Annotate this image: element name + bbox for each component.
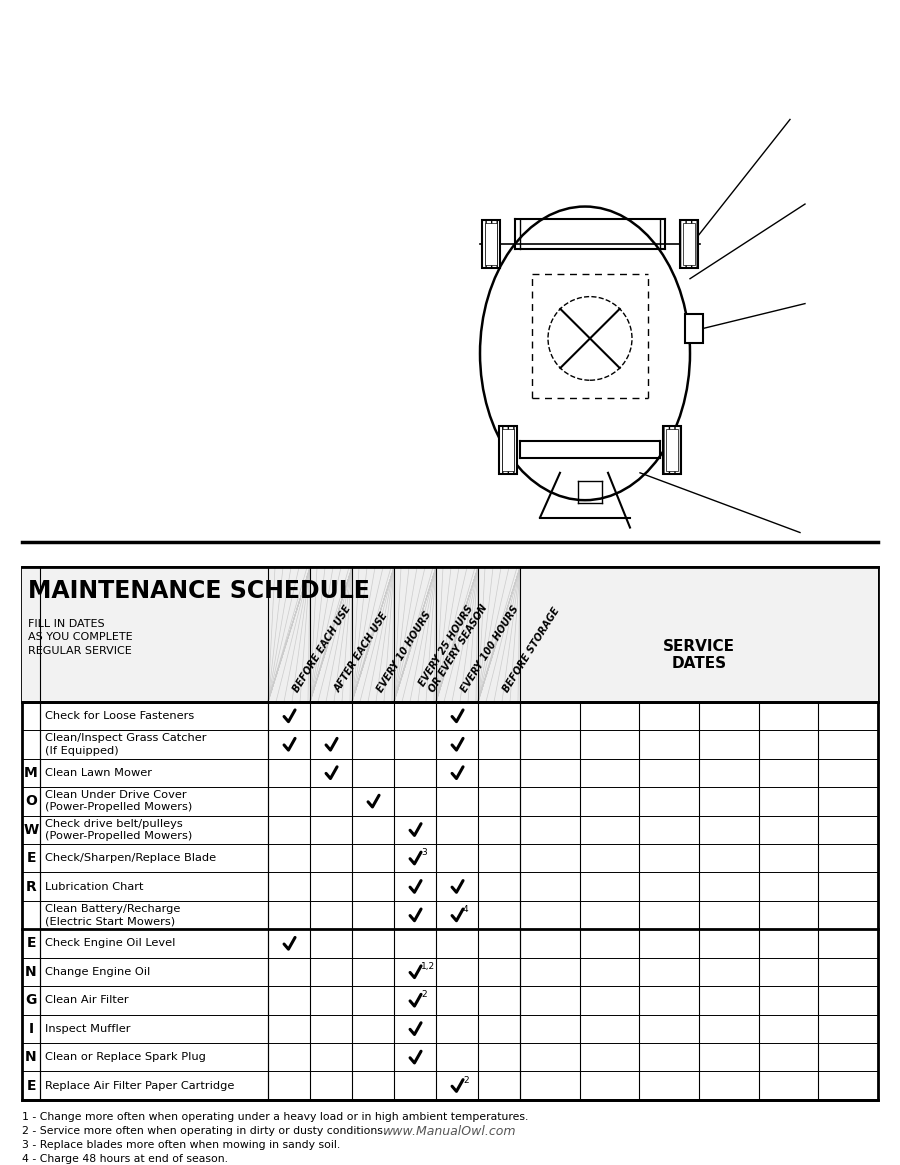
Text: Clean Air Filter: Clean Air Filter xyxy=(45,995,129,1005)
Text: Lubrication Chart: Lubrication Chart xyxy=(45,882,143,891)
Text: Check for Loose Fasteners: Check for Loose Fasteners xyxy=(45,711,194,721)
Text: Clean Lawn Mower: Clean Lawn Mower xyxy=(45,768,152,778)
Text: 4 - Charge 48 hours at end of season.: 4 - Charge 48 hours at end of season. xyxy=(22,1153,228,1164)
Text: Check drive belt/pulleys
(Power-Propelled Mowers): Check drive belt/pulleys (Power-Propelle… xyxy=(45,819,193,841)
Text: 3: 3 xyxy=(421,848,427,857)
Text: I: I xyxy=(29,1022,33,1036)
Text: Clean or Replace Spark Plug: Clean or Replace Spark Plug xyxy=(45,1052,206,1062)
Text: SERVICE
DATES: SERVICE DATES xyxy=(663,638,735,671)
Text: E: E xyxy=(26,937,36,951)
Text: EVERY 100 HOURS: EVERY 100 HOURS xyxy=(459,603,520,694)
Polygon shape xyxy=(436,567,478,701)
Text: Clean Battery/Recharge
(Electric Start Mowers): Clean Battery/Recharge (Electric Start M… xyxy=(45,904,180,926)
Polygon shape xyxy=(478,567,520,701)
Bar xyxy=(663,426,681,474)
Bar xyxy=(485,223,497,264)
Polygon shape xyxy=(310,567,352,701)
Bar xyxy=(685,313,703,344)
Bar xyxy=(482,220,500,268)
Text: BEFORE STORAGE: BEFORE STORAGE xyxy=(501,606,562,694)
Text: 2: 2 xyxy=(463,1075,469,1085)
Text: O: O xyxy=(25,795,37,809)
Text: BEFORE EACH USE: BEFORE EACH USE xyxy=(291,603,353,694)
Text: 4: 4 xyxy=(463,905,469,915)
Text: Replace Air Filter Paper Cartridge: Replace Air Filter Paper Cartridge xyxy=(45,1081,234,1090)
Text: E: E xyxy=(26,1079,36,1093)
Bar xyxy=(666,429,678,471)
Text: N: N xyxy=(25,1050,37,1065)
Text: 1 - Change more often when operating under a heavy load or in high ambient tempe: 1 - Change more often when operating und… xyxy=(22,1111,528,1122)
Text: 2 - Service more often when operating in dirty or dusty conditions.: 2 - Service more often when operating in… xyxy=(22,1125,386,1136)
Text: FILL IN DATES
AS YOU COMPLETE
REGULAR SERVICE: FILL IN DATES AS YOU COMPLETE REGULAR SE… xyxy=(28,619,132,656)
Text: R: R xyxy=(25,880,36,894)
Bar xyxy=(502,429,514,471)
Bar xyxy=(22,567,878,1100)
Text: 1,2: 1,2 xyxy=(421,962,436,970)
Text: M: M xyxy=(24,765,38,779)
Text: www.ManualOwl.com: www.ManualOwl.com xyxy=(383,1125,517,1138)
Bar xyxy=(680,220,698,268)
Text: 3 - Replace blades more often when mowing in sandy soil.: 3 - Replace blades more often when mowin… xyxy=(22,1139,340,1150)
Text: Clean/Inspect Grass Catcher
(If Equipped): Clean/Inspect Grass Catcher (If Equipped… xyxy=(45,733,206,756)
Text: AFTER EACH USE: AFTER EACH USE xyxy=(333,610,391,694)
Text: EVERY 10 HOURS: EVERY 10 HOURS xyxy=(375,609,433,694)
Ellipse shape xyxy=(480,206,690,500)
Text: N: N xyxy=(25,965,37,979)
Polygon shape xyxy=(268,567,310,701)
Text: E: E xyxy=(26,852,36,866)
Bar xyxy=(499,426,517,474)
Polygon shape xyxy=(394,567,436,701)
Text: W: W xyxy=(23,822,39,836)
Text: EVERY 25 HOURS
OR EVERY SEASON: EVERY 25 HOURS OR EVERY SEASON xyxy=(417,596,489,694)
Text: 2: 2 xyxy=(421,990,427,1000)
Text: Inspect Muffler: Inspect Muffler xyxy=(45,1024,130,1033)
Text: Check/Sharpen/Replace Blade: Check/Sharpen/Replace Blade xyxy=(45,853,216,863)
Text: MAINTENANCE SCHEDULE: MAINTENANCE SCHEDULE xyxy=(28,579,370,603)
Text: G: G xyxy=(25,994,37,1008)
Bar xyxy=(22,567,878,701)
Polygon shape xyxy=(352,567,394,701)
Text: Clean Under Drive Cover
(Power-Propelled Mowers): Clean Under Drive Cover (Power-Propelled… xyxy=(45,790,193,812)
Text: Change Engine Oil: Change Engine Oil xyxy=(45,967,150,977)
Text: Check Engine Oil Level: Check Engine Oil Level xyxy=(45,939,176,948)
Bar xyxy=(683,223,695,264)
